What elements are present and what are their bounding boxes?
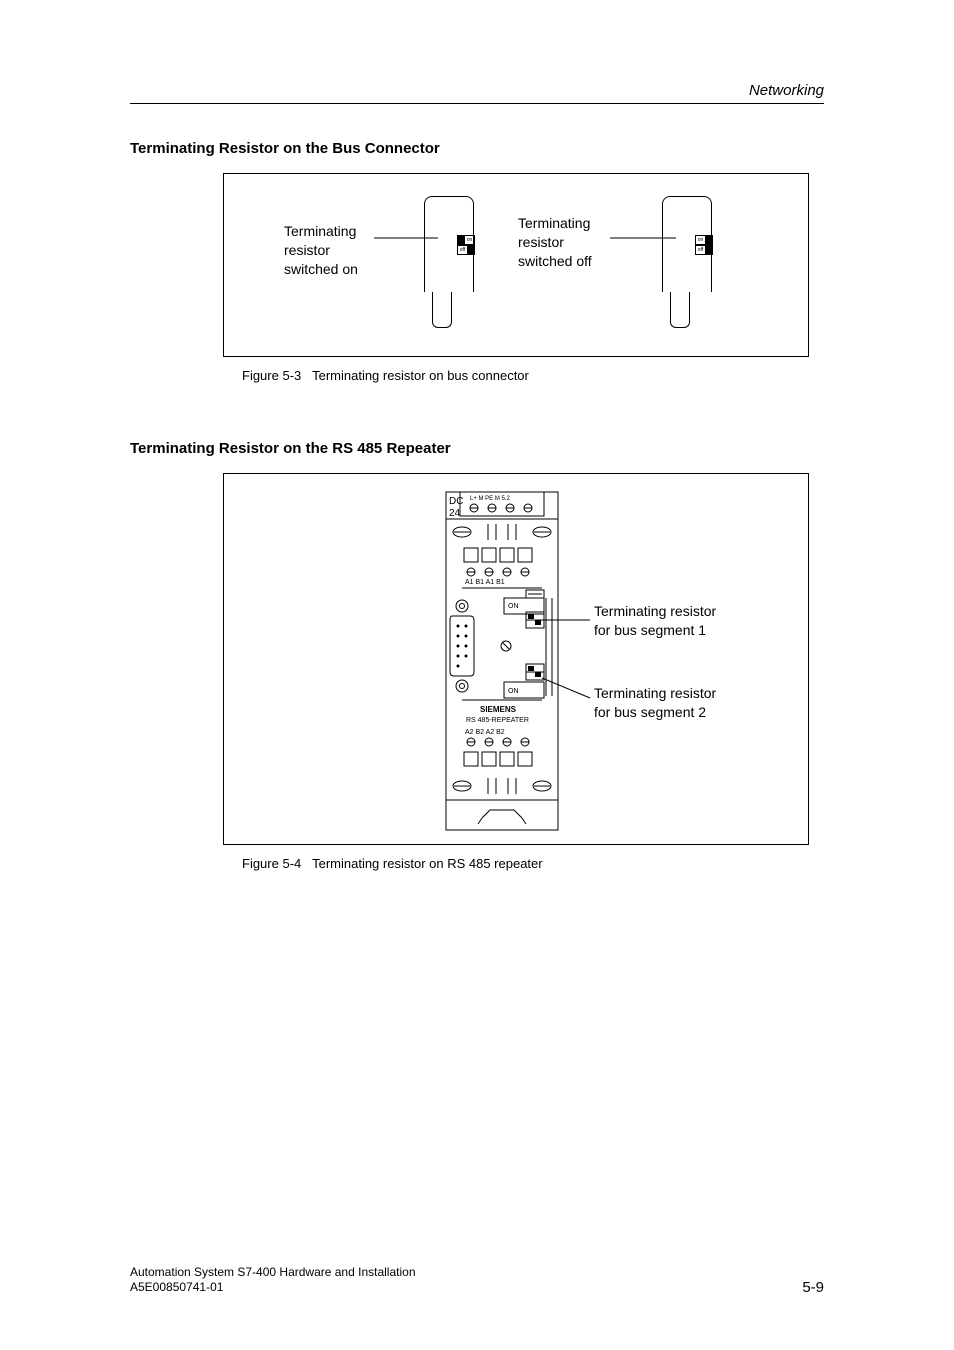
page-header: Networking — [130, 82, 824, 104]
footer-page-number: 5-9 — [802, 1279, 824, 1296]
caption-text: Terminating resistor on bus connector — [312, 368, 529, 383]
caption-prefix-2: Figure 5-4 — [242, 856, 301, 871]
figure-5-3: on off Terminating resistor switched on … — [223, 173, 809, 357]
svg-text:24: 24 — [449, 508, 461, 519]
caption-prefix: Figure 5-3 — [242, 368, 301, 383]
svg-text:RS 485-REPEATER: RS 485-REPEATER — [466, 717, 529, 724]
svg-text:SIEMENS: SIEMENS — [480, 705, 517, 714]
footer-doc-title: Automation System S7-400 Hardware and In… — [130, 1265, 416, 1279]
label-switched-off: Terminating resistor switched off — [518, 214, 592, 271]
switch-on-label: on — [465, 236, 474, 244]
section1-heading: Terminating Resistor on the Bus Connecto… — [130, 140, 440, 157]
svg-text:DC: DC — [449, 496, 463, 507]
figure-5-3-caption: Figure 5-3 Terminating resistor on bus c… — [242, 368, 529, 383]
section2-heading: Terminating Resistor on the RS 485 Repea… — [130, 440, 451, 457]
bus-connector-off: on off — [662, 196, 712, 328]
footer-doc-info: Automation System S7-400 Hardware and In… — [130, 1265, 416, 1296]
chapter-title: Networking — [749, 82, 824, 99]
switch-on-label-2: on — [696, 236, 705, 244]
svg-text:ON: ON — [508, 688, 519, 695]
svg-text:A2 B2 A2 B2: A2 B2 A2 B2 — [465, 729, 505, 736]
callout-segment-2: Terminating resistor for bus segment 2 — [594, 684, 716, 722]
figure-5-4: L+ M PE M 5.2 DC 24 A1 B1 A1 B1 ON — [223, 473, 809, 845]
callout-segment-1: Terminating resistor for bus segment 1 — [594, 602, 716, 640]
caption-text-2: Terminating resistor on RS 485 repeater — [312, 856, 543, 871]
svg-text:A1 B1 A1 B1: A1 B1 A1 B1 — [465, 579, 505, 586]
rs485-repeater-diagram: L+ M PE M 5.2 DC 24 A1 B1 A1 B1 ON — [442, 486, 562, 836]
svg-text:ON: ON — [508, 603, 519, 610]
bus-connector-on: on off — [424, 196, 474, 328]
footer-doc-id: A5E00850741-01 — [130, 1280, 223, 1294]
figure-5-4-caption: Figure 5-4 Terminating resistor on RS 48… — [242, 856, 543, 871]
switch-off-label-2: off — [696, 246, 705, 254]
label-switched-on: Terminating resistor switched on — [284, 222, 358, 279]
svg-text:L+ M PE M 5.2: L+ M PE M 5.2 — [470, 496, 511, 502]
switch-off-label: off — [458, 246, 467, 254]
